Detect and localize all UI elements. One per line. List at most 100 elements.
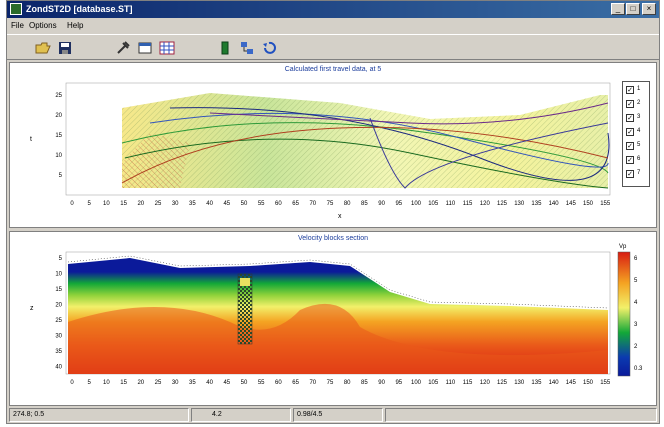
legend-item-2[interactable]: ✓ 2 [626, 100, 641, 108]
tools-icon[interactable] [115, 40, 131, 56]
colorbar-tick-label: 5 [634, 278, 638, 284]
lower-xtick-label: 135 [531, 380, 542, 386]
legend-checkbox-3[interactable]: ✓ [626, 114, 634, 122]
legend-item-1[interactable]: ✓ 1 [626, 86, 641, 94]
upper-xtick-label: 0 [70, 201, 74, 207]
upper-xlabel: x [338, 213, 342, 220]
lower-xtick-label: 65 [292, 380, 299, 386]
menu-options[interactable]: Options [29, 21, 57, 30]
legend-item-4[interactable]: ✓ 4 [626, 128, 641, 136]
lower-xtick-label: 75 [327, 380, 334, 386]
lower-xtick-label: 130 [514, 380, 525, 386]
upper-xtick-label: 80 [344, 201, 351, 207]
upper-xtick-label: 125 [497, 201, 508, 207]
lower-plot-title: Velocity blocks section [297, 235, 369, 242]
upper-xtick-label: 65 [292, 201, 299, 207]
upper-xtick-label: 15 [120, 201, 127, 207]
lower-xtick-label: 95 [395, 380, 402, 386]
lower-xtick-label: 110 [446, 380, 456, 386]
title-bar[interactable]: ZondST2D [database.ST] _ □ × [7, 1, 659, 18]
lower-xtick-label: 20 [137, 380, 144, 386]
upper-xtick-label: 5 [88, 201, 92, 207]
upper-xtick-label: 140 [549, 201, 560, 207]
upper-xtick-label: 90 [378, 201, 385, 207]
upper-xtick-label: 110 [446, 201, 456, 207]
upper-ylabel: t [30, 136, 32, 143]
upper-xtick-label: 20 [137, 201, 144, 207]
window-icon[interactable] [137, 40, 153, 56]
lower-xtick-label: 45 [223, 380, 230, 386]
lower-xtick-label: 80 [344, 380, 351, 386]
legend-item-3[interactable]: ✓ 3 [626, 114, 641, 122]
lower-xtick-label: 60 [275, 380, 282, 386]
upper-ytick-label: 5 [59, 173, 63, 179]
upper-xtick-label: 75 [327, 201, 334, 207]
upper-xtick-label: 35 [189, 201, 196, 207]
upper-xtick-label: 45 [223, 201, 230, 207]
traveltime-curve-2 [124, 138, 609, 189]
upper-xtick-label: 50 [241, 201, 248, 207]
close-button[interactable]: × [642, 3, 656, 15]
upper-xtick-label: 55 [258, 201, 265, 207]
upper-xtick-label: 145 [566, 201, 577, 207]
upper-xtick-label: 105 [428, 201, 439, 207]
status-coordinates: 274.8; 0.5 [9, 408, 189, 422]
selected-block-column[interactable] [237, 273, 253, 345]
upper-ytick-label: 15 [55, 133, 62, 139]
lower-xtick-label: 120 [480, 380, 491, 386]
upper-ytick-label: 25 [55, 93, 62, 99]
lower-xtick-label: 140 [549, 380, 560, 386]
legend-item-5[interactable]: ✓ 5 [626, 142, 641, 150]
status-misfit: 0.98/4.5 [293, 408, 383, 422]
colorbar-tick-label: 6 [634, 256, 638, 262]
lower-xtick-label: 50 [241, 380, 248, 386]
lower-xtick-label: 5 [88, 380, 92, 386]
lower-xtick-label: 155 [600, 380, 611, 386]
legend-checkbox-2[interactable]: ✓ [626, 100, 634, 108]
lower-xtick-label: 15 [120, 380, 127, 386]
lower-ylabel: z [30, 305, 34, 312]
legend-item-6[interactable]: ✓ 6 [626, 156, 641, 164]
menu-help[interactable]: Help [67, 21, 84, 30]
upper-xtick-label: 95 [395, 201, 402, 207]
lower-xtick-label: 150 [583, 380, 594, 386]
menu-bar: File Options Help [7, 18, 659, 34]
traveltime-curve-1 [121, 122, 609, 174]
upper-ytick-label: 20 [55, 113, 62, 119]
colorbar [617, 251, 631, 377]
app-window: ZondST2D [database.ST] _ □ × File Option… [6, 0, 660, 424]
upper-xtick-label: 30 [172, 201, 179, 207]
grid-chart-icon[interactable] [159, 40, 175, 56]
undo-icon[interactable] [261, 40, 277, 56]
minimize-button[interactable]: _ [611, 3, 625, 15]
lower-xtick-label: 70 [309, 380, 316, 386]
upper-plot-panel: Calculated first travel data, at 5 [9, 62, 657, 228]
legend-item-7[interactable]: ✓ 7 [626, 170, 641, 178]
open-folder-icon[interactable] [35, 40, 51, 56]
high-velocity-zone [68, 303, 608, 374]
lower-ytick-label: 30 [55, 334, 62, 340]
lower-ytick-label: 5 [59, 256, 63, 262]
upper-xtick-label: 130 [514, 201, 525, 207]
legend-checkbox-5[interactable]: ✓ [626, 142, 634, 150]
legend-checkbox-4[interactable]: ✓ [626, 128, 634, 136]
upper-xtick-label: 60 [275, 201, 282, 207]
network-icon[interactable] [239, 40, 255, 56]
menu-file[interactable]: File [11, 21, 24, 30]
legend-checkbox-7[interactable]: ✓ [626, 170, 634, 178]
upper-ytick-label: 10 [55, 153, 62, 159]
status-bar: 274.8; 0.5 4.2 0.98/4.5 [7, 407, 659, 423]
maximize-button[interactable]: □ [626, 3, 640, 15]
legend-checkbox-1[interactable]: ✓ [626, 86, 634, 94]
upper-xtick-label: 120 [480, 201, 491, 207]
legend-checkbox-6[interactable]: ✓ [626, 156, 634, 164]
app-icon [10, 3, 22, 15]
green-block-icon[interactable] [217, 40, 233, 56]
colorbar-tick-label: 4 [634, 300, 638, 306]
lower-ytick-label: 20 [55, 303, 62, 309]
save-icon[interactable] [57, 40, 73, 56]
lower-xtick-label: 40 [206, 380, 213, 386]
upper-xtick-label: 150 [583, 201, 594, 207]
